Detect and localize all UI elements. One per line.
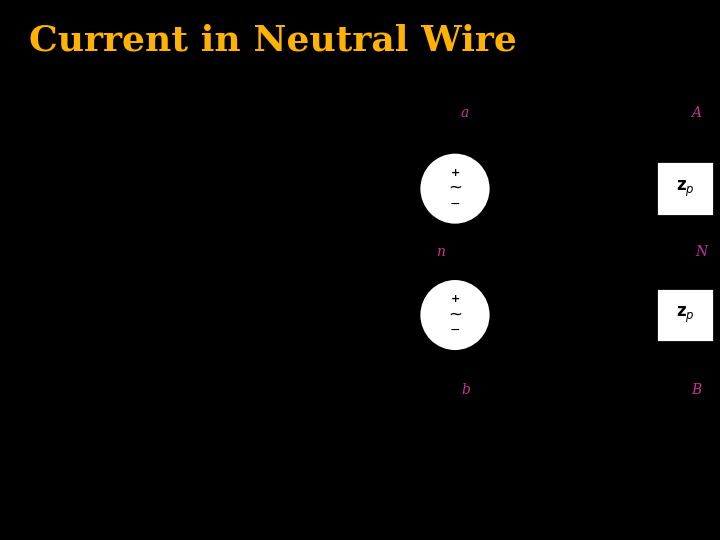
Text: $V_{an}$: $V_{an}$: [378, 179, 403, 198]
Text: $I_{aA} = \dfrac{V_{an}}{Z_p} = I_{Bb} = \dfrac{V_{nb}}{Z_p}$: $I_{aA} = \dfrac{V_{an}}{Z_p} = I_{Bb} =…: [150, 271, 350, 324]
Text: B: B: [691, 383, 701, 397]
Text: $V_{nb}$: $V_{nb}$: [377, 306, 403, 325]
Text: −: −: [450, 198, 460, 211]
Circle shape: [419, 152, 491, 225]
Text: +: +: [451, 294, 459, 305]
Text: 8: 8: [696, 515, 705, 529]
Text: a: a: [461, 106, 469, 120]
Text: from $n$ to $N$ carries no: from $n$ to $N$ carries no: [18, 191, 231, 209]
Text: When the A and B loads are: When the A and B loads are: [18, 110, 273, 129]
Circle shape: [678, 245, 692, 259]
Text: ~: ~: [448, 179, 462, 197]
Circle shape: [448, 245, 462, 259]
Text: $\mathbf{z}_p$: $\mathbf{z}_p$: [675, 305, 694, 325]
Text: current:: current:: [18, 232, 104, 249]
Text: A: A: [691, 106, 701, 120]
Text: Current in Neutral Wire: Current in Neutral Wire: [29, 23, 517, 57]
Text: +: +: [451, 168, 459, 178]
Text: N: N: [695, 245, 707, 259]
Text: n: n: [436, 245, 445, 259]
Text: ~: ~: [448, 305, 462, 323]
Text: Copyright © 2013 The Mc.Graw-Hill Companies, Inc. Permission required for
reprod: Copyright © 2013 The Mc.Graw-Hill Compan…: [188, 512, 532, 531]
Text: −: −: [450, 324, 460, 337]
Text: $\mathbf{z}_p$: $\mathbf{z}_p$: [675, 179, 694, 199]
Text: $I_{nN} = I_{Bb} + I_{aA} = I_{Bb} - I_{Aa} = 0$: $I_{nN} = I_{Bb} + I_{aA} = I_{Bb} - I_{…: [15, 402, 287, 426]
Circle shape: [419, 279, 491, 352]
Text: b: b: [461, 383, 470, 397]
Text: balanced, the neutral wire: balanced, the neutral wire: [18, 151, 272, 168]
Bar: [656, 161, 714, 216]
Bar: [656, 288, 714, 342]
